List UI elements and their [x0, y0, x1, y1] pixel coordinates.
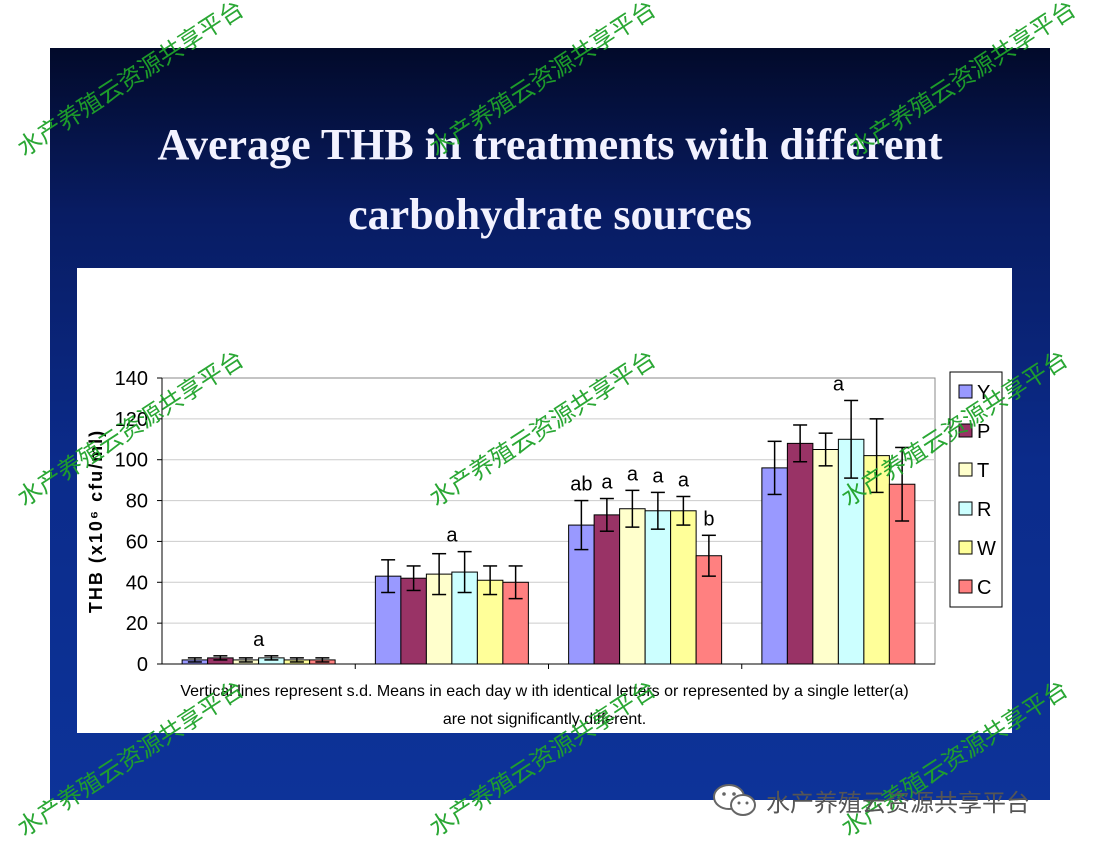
bar-t-day21	[619, 508, 646, 665]
brand-label: 水产养殖云资源共享平台	[766, 788, 1030, 817]
significance-letter: a	[601, 472, 613, 494]
legend-box	[949, 371, 1003, 608]
y-tick-label: 120	[115, 409, 148, 431]
significance-letter: a	[833, 373, 845, 395]
slide-title: Average THB in treatments with different…	[50, 110, 1050, 250]
chart-panel: 0204060801001201407142128aaabaaaabaDaysT…	[77, 268, 1012, 733]
legend-swatch-r	[958, 501, 973, 516]
y-tick-label: 100	[115, 450, 148, 472]
significance-letter: a	[652, 465, 664, 487]
significance-letter: a	[627, 463, 639, 485]
legend-swatch-c	[958, 579, 973, 594]
legend-swatch-p	[958, 423, 973, 438]
significance-letter: ab	[570, 474, 592, 496]
bar-w-day21	[670, 510, 697, 665]
legend-label-c: C	[977, 577, 991, 599]
significance-letter: a	[253, 629, 265, 651]
bar-chart: 0204060801001201407142128aaabaaaabaDaysT…	[86, 368, 1003, 676]
bar-p-day21	[593, 514, 621, 665]
y-tick-label: 60	[126, 531, 148, 553]
significance-letter: b	[703, 508, 714, 530]
legend-label-y: Y	[977, 382, 990, 404]
legend-swatch-w	[958, 540, 973, 555]
y-tick-label: 80	[126, 491, 148, 513]
footnote-line1: Vertical lines represent s.d. Means in e…	[180, 683, 909, 700]
bar-y-day28	[761, 467, 788, 665]
bar-p-day28	[786, 442, 814, 665]
bar-r-day21	[644, 510, 672, 665]
footnote-line2: are not significantly different.	[442, 711, 647, 728]
significance-letter: a	[678, 469, 690, 491]
y-tick-label: 0	[137, 654, 148, 676]
legend-swatch-t	[958, 462, 973, 477]
bar-t-day28	[812, 449, 839, 665]
slide-title-line1: Average THB in treatments with different	[157, 120, 943, 169]
legend-label-p: P	[977, 421, 990, 443]
wechat-icon	[713, 784, 756, 816]
y-tick-label: 40	[126, 572, 148, 594]
slide-title-line2: carbohydrate sources	[348, 190, 752, 239]
y-tick-label: 140	[115, 368, 148, 390]
legend-label-t: T	[977, 460, 989, 482]
significance-letter: a	[446, 525, 458, 547]
brand-footer: 水产养殖云资源共享平台	[712, 780, 1030, 820]
y-axis-title: THB (x10⁶ cfu/ml)	[86, 429, 106, 613]
legend-label-w: W	[977, 538, 996, 560]
y-tick-label: 20	[126, 613, 148, 635]
chart-footnote: Vertical lines represent s.d. Means in e…	[77, 678, 1012, 734]
slide-background: Average THB in treatments with different…	[50, 48, 1050, 800]
legend-swatch-y	[958, 384, 973, 399]
legend-label-r: R	[977, 499, 991, 521]
